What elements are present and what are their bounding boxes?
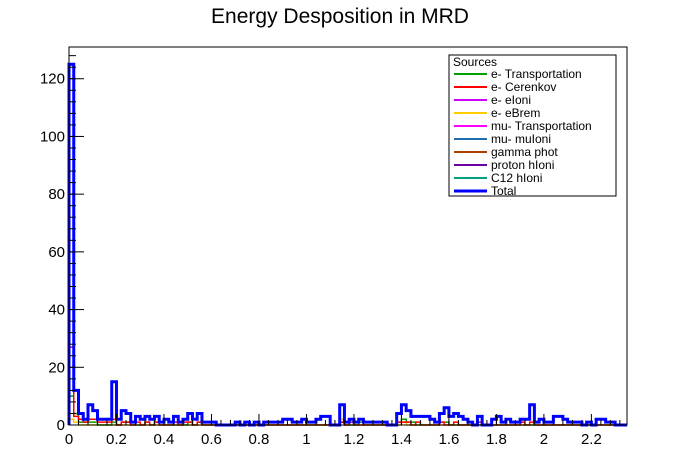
x-tick-label: 0.8 bbox=[249, 431, 270, 448]
legend-title: Sources bbox=[453, 55, 497, 69]
axes-layer: 0 0.2 0.4 0.6 0.8 1 1.2 1.4 1.6 1.8 2 2.2 0 20 40 60 80 1… bbox=[40, 55, 621, 448]
y-tick-label: 20 bbox=[48, 359, 65, 376]
legend-label-mu-muioni: mu- muIoni bbox=[491, 132, 551, 146]
x-tick-label: 1.2 bbox=[344, 431, 365, 448]
x-tick-label: 2.2 bbox=[581, 431, 602, 448]
legend-label-total: Total bbox=[491, 184, 516, 198]
y-tick-label: 0 bbox=[57, 417, 65, 434]
x-tick-label: 2 bbox=[540, 431, 548, 448]
x-tick-label: 0.2 bbox=[106, 431, 127, 448]
legend-label-e-transportation: e- Transportation bbox=[491, 67, 582, 81]
legend-label-e-cerenkov: e- Cerenkov bbox=[491, 80, 556, 94]
y-tick-label: 100 bbox=[40, 128, 65, 145]
legend-label-c12-hioni: C12 hIoni bbox=[491, 171, 542, 185]
legend-label-e-eioni: e- eIoni bbox=[491, 93, 531, 107]
y-tick-label: 80 bbox=[48, 186, 65, 203]
x-tick-label: 0 bbox=[65, 431, 73, 448]
legend-label-gamma-phot: gamma phot bbox=[491, 145, 558, 159]
y-tick-label: 40 bbox=[48, 302, 65, 319]
chart-title: Energy Desposition in MRD bbox=[211, 5, 469, 28]
x-tick-label: 1.8 bbox=[486, 431, 507, 448]
x-tick-label: 0.6 bbox=[201, 431, 222, 448]
legend-label-mu-transportation: mu- Transportation bbox=[491, 119, 592, 133]
x-tick-label: 1 bbox=[302, 431, 310, 448]
x-tick-label: 0.4 bbox=[154, 431, 175, 448]
series-total bbox=[67, 62, 627, 427]
legend-label-e-ebrem: e- eBrem bbox=[491, 106, 540, 120]
x-tick-label: 1.6 bbox=[438, 431, 459, 448]
x-tick-label: 1.4 bbox=[391, 431, 412, 448]
plot-frame bbox=[68, 46, 628, 426]
legend-label-proton-hioni: proton hIoni bbox=[491, 158, 554, 172]
y-tick-label: 120 bbox=[40, 71, 65, 88]
y-tick-label: 60 bbox=[48, 244, 65, 261]
